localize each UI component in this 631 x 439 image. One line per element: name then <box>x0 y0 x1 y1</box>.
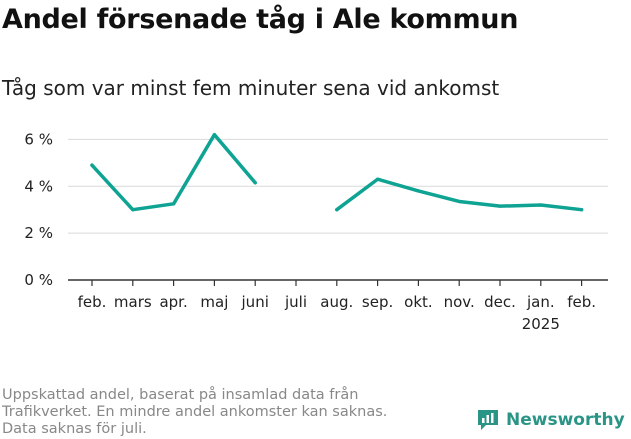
footnote-line: Data saknas för juli. <box>2 421 147 437</box>
x-tick-label: mars <box>114 293 152 311</box>
brand-logo: Newsworthy <box>476 408 625 432</box>
x-tick-label: juli <box>284 293 307 311</box>
data-point <box>90 163 94 167</box>
data-point <box>539 203 543 207</box>
data-point <box>172 202 176 206</box>
footnote-line: Trafikverket. En mindre andel ankomster … <box>2 404 388 420</box>
footnote-line: Uppskattad andel, baserat på insamlad da… <box>2 387 359 403</box>
footnote: Uppskattad andel, baserat på insamlad da… <box>2 387 387 438</box>
x-tick-label: jan. <box>526 293 555 311</box>
data-point <box>131 208 135 212</box>
x-tick-label: feb. <box>78 293 107 311</box>
chart-title: Andel försenade tåg i Ale kommun <box>2 4 519 35</box>
y-tick-label: 0 % <box>24 271 53 289</box>
data-point <box>376 177 380 181</box>
newsworthy-logo-icon <box>478 410 498 430</box>
series-line <box>90 132 257 212</box>
data-point <box>335 208 339 212</box>
x-tick-label: feb. <box>567 293 596 311</box>
x-tick-label: dec. <box>484 293 516 311</box>
y-tick-labels: 0 % 2 % 4 % 6 % <box>24 130 53 289</box>
brand-name: Newsworthy <box>506 410 625 430</box>
data-point <box>580 208 584 212</box>
data-point <box>253 181 257 185</box>
x-tick-sublabel: 2025 <box>522 315 560 333</box>
data-point <box>416 189 420 193</box>
data-point <box>212 133 216 137</box>
x-tick-label: sep. <box>362 293 393 311</box>
line-chart: 0 % 2 % 4 % 6 % feb. mars apr. maj juni juli aug.… <box>24 130 608 333</box>
series-lines <box>90 132 584 212</box>
data-point <box>498 204 502 208</box>
data-point <box>457 199 461 204</box>
chart-subtitle: Tåg som var minst fem minuter sena vid a… <box>2 76 500 100</box>
y-tick-label: 6 % <box>24 130 53 148</box>
x-tick-label: maj <box>200 293 228 311</box>
x-tick-label: juni <box>241 293 269 311</box>
x-axis: feb. mars apr. maj juni juli aug. sep. okt. nov. d… <box>68 279 608 333</box>
y-tick-label: 2 % <box>24 224 53 242</box>
y-tick-label: 4 % <box>24 177 53 195</box>
x-tick-label: apr. <box>159 293 187 311</box>
series-line <box>335 177 584 212</box>
x-tick-label: aug. <box>320 293 353 311</box>
gridlines <box>68 138 608 234</box>
x-tick-label: nov. <box>444 293 475 311</box>
x-tick-label: okt. <box>404 293 433 311</box>
